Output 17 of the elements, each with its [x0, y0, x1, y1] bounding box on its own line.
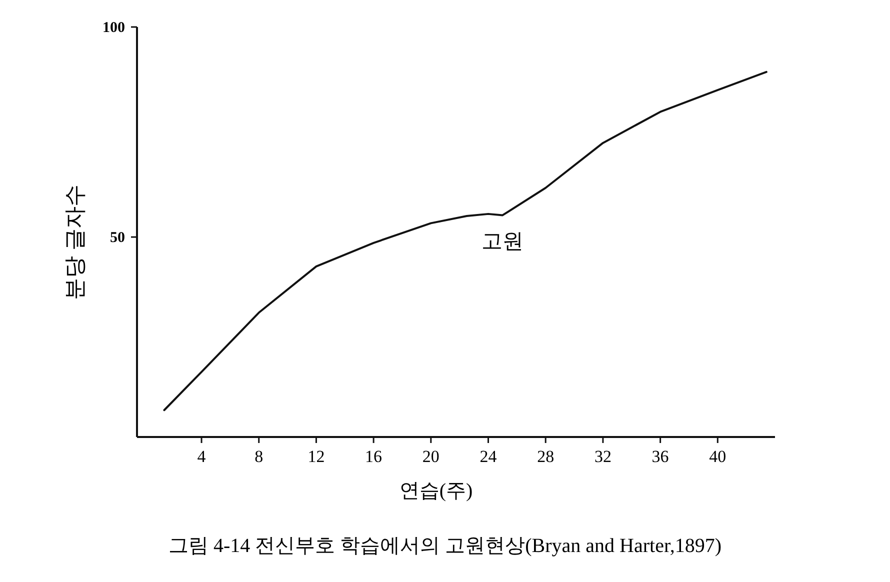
y-axis-title: 분당 글자수 — [62, 184, 87, 300]
x-tick-label: 36 — [652, 447, 669, 466]
x-axis-title: 연습(주) — [399, 480, 473, 502]
x-tick-label: 40 — [709, 447, 726, 466]
x-tick-label: 12 — [308, 447, 325, 466]
x-tick-label: 24 — [480, 447, 498, 466]
x-tick-label: 8 — [254, 447, 264, 466]
x-tick-label: 20 — [422, 447, 440, 466]
line-series — [163, 70, 768, 412]
annotation: 고원 — [482, 229, 524, 254]
y-tick-label: 50 — [110, 230, 125, 246]
x-tick-label: 16 — [365, 447, 382, 466]
x-tick-label: 32 — [594, 447, 612, 466]
y-tick-label: 100 — [102, 20, 125, 36]
caption: 그림 4-14 전신부호 학습에서의 고원현상(Bryan and Harter,1897) — [168, 535, 722, 557]
x-tick-label: 4 — [197, 447, 206, 466]
x-tick-label: 28 — [537, 447, 554, 466]
